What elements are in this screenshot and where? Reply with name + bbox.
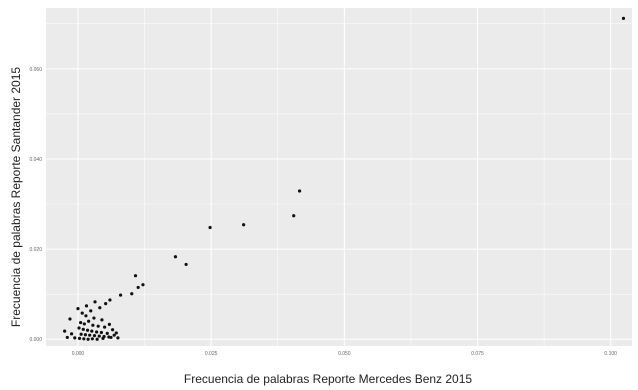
major-gridlines	[46, 8, 632, 346]
data-point	[136, 285, 140, 290]
data-points	[63, 16, 626, 341]
data-point	[97, 334, 101, 338]
data-point	[130, 292, 134, 296]
data-point	[104, 302, 108, 306]
data-point	[118, 293, 123, 297]
data-point	[297, 189, 302, 193]
data-point	[79, 320, 83, 325]
y-tick-label: 0.020	[29, 247, 42, 253]
data-point	[93, 300, 97, 304]
data-point	[173, 255, 178, 259]
data-point	[85, 328, 90, 332]
data-point	[87, 319, 91, 323]
data-point	[116, 336, 120, 340]
x-tick-label: 0.075	[471, 351, 484, 357]
data-point	[242, 223, 246, 227]
data-point	[208, 225, 212, 230]
data-point	[109, 335, 113, 340]
data-point	[141, 283, 145, 287]
x-tick-label: 0.100	[604, 351, 617, 357]
x-axis-title: Frecuencia de palabras Reporte Mercedes …	[184, 372, 472, 386]
data-point	[79, 332, 83, 336]
data-point	[63, 329, 67, 333]
data-point	[76, 306, 80, 311]
data-point	[92, 316, 96, 320]
data-point	[69, 332, 74, 336]
data-point	[107, 322, 111, 326]
data-point	[82, 322, 86, 326]
data-point	[84, 304, 89, 308]
data-point	[73, 336, 77, 340]
data-point	[621, 16, 626, 20]
data-point	[68, 317, 72, 321]
data-point	[91, 323, 95, 327]
data-point	[92, 334, 97, 338]
x-tick-label: 0.000	[72, 351, 85, 357]
data-point	[90, 329, 94, 333]
x-tick-label: 0.025	[205, 351, 218, 357]
data-point	[90, 337, 94, 341]
y-axis-title: Frecuencia de palabras Reporte Santander…	[9, 67, 23, 328]
y-tick-label: 0.000	[29, 337, 42, 343]
data-point	[89, 309, 93, 313]
data-point	[65, 335, 69, 340]
data-point	[82, 337, 86, 341]
data-point	[110, 328, 115, 332]
data-point	[77, 326, 81, 330]
data-point	[83, 333, 88, 337]
y-tick-label: 0.060	[29, 67, 42, 73]
data-point	[100, 318, 104, 322]
data-point	[103, 325, 107, 329]
data-point	[133, 274, 138, 278]
data-point	[96, 324, 100, 328]
x-tick-label: 0.050	[338, 351, 351, 357]
data-point	[105, 331, 109, 335]
y-axis-ticks: 0.000 0.020 0.040 0.060	[29, 67, 42, 343]
data-point	[88, 333, 92, 337]
data-point	[114, 331, 118, 335]
data-point	[95, 337, 99, 341]
plot-panel	[46, 8, 632, 346]
data-point	[98, 306, 102, 310]
x-axis-ticks: 0.000 0.025 0.050 0.075 0.100	[72, 351, 617, 357]
data-point	[80, 311, 84, 315]
data-point	[99, 330, 104, 335]
data-point	[86, 337, 90, 341]
data-point	[108, 298, 112, 302]
data-point	[77, 336, 82, 340]
data-point	[112, 333, 116, 337]
data-point	[184, 262, 188, 267]
y-tick-label: 0.040	[29, 157, 42, 163]
data-point	[292, 214, 296, 218]
data-point	[81, 327, 85, 331]
data-point	[95, 330, 99, 334]
data-point	[84, 314, 88, 318]
data-point	[101, 336, 105, 340]
minor-gridlines	[46, 8, 632, 346]
